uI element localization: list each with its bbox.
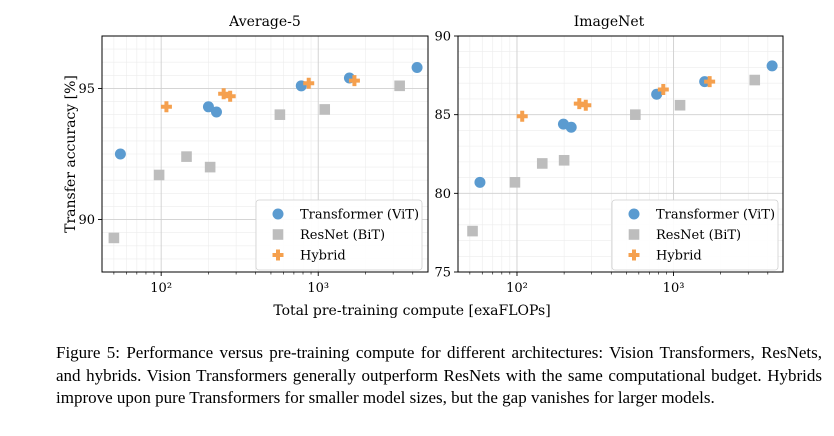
data-point <box>181 151 192 162</box>
legend-marker <box>272 229 284 240</box>
x-axis-label: Total pre-training compute [exaFLOPs] <box>273 303 550 319</box>
legend-marker <box>628 249 640 261</box>
y-tick-label: 75 <box>434 266 451 281</box>
data-point <box>348 75 360 87</box>
plot-imagenet: 10² 10³ 75 80 85 90 Transformer (ViT) ResNet (B… <box>434 30 784 296</box>
chart-title-imagenet: ImageNet <box>574 14 645 30</box>
x-tick-label: 10² <box>506 281 528 296</box>
legend: Transformer (ViT) ResNet (BiT) Hybrid <box>611 199 779 271</box>
data-point <box>160 101 172 113</box>
y-tick-label: 90 <box>434 30 451 45</box>
major-grid: 10² 10³ 90 95 <box>78 36 428 296</box>
data-point <box>749 74 761 86</box>
series-2 <box>516 76 716 122</box>
legend-box <box>255 199 423 271</box>
data-point <box>467 225 478 237</box>
plot-frame <box>457 35 784 273</box>
chart-title-average5: Average-5 <box>228 14 301 30</box>
legend-marker <box>628 208 640 220</box>
plot-frame <box>101 35 429 273</box>
data-point <box>224 90 236 102</box>
data-point <box>674 99 686 111</box>
legend-box <box>611 199 779 271</box>
legend-label: Hybrid <box>656 249 702 264</box>
legend: Transformer (ViT) ResNet (BiT) Hybrid <box>255 199 423 271</box>
data-point <box>558 154 570 166</box>
data-point <box>319 104 331 115</box>
data-point <box>509 177 521 188</box>
series-1 <box>467 74 761 237</box>
data-point <box>153 169 165 181</box>
legend-label: Hybrid <box>300 249 346 264</box>
legend-label: Transformer (ViT) <box>300 208 419 223</box>
data-point <box>630 109 641 120</box>
data-point <box>766 60 778 72</box>
y-tick-label: 80 <box>434 187 451 202</box>
y-axis-label: Transfer accuracy [%] <box>63 75 79 233</box>
data-point <box>108 232 120 244</box>
x-tick-label: 10³ <box>307 281 329 296</box>
data-point <box>204 161 216 173</box>
legend-marker <box>272 208 284 220</box>
series-1 <box>108 80 405 244</box>
legend-label: Transformer (ViT) <box>656 208 775 223</box>
data-point <box>218 88 230 100</box>
y-tick-label: 90 <box>78 213 95 228</box>
data-point <box>704 76 716 88</box>
figure-caption: Figure 5: Performance versus pre-trainin… <box>56 343 822 407</box>
x-tick-label: 10² <box>150 281 172 296</box>
data-point <box>657 83 669 95</box>
data-point <box>114 148 126 160</box>
data-point <box>274 109 286 120</box>
figure: Average-5 ImageNet Transfer accuracy [%]… <box>63 14 784 319</box>
series-2 <box>160 75 360 113</box>
data-point <box>202 101 214 113</box>
data-point <box>394 80 405 92</box>
legend-label: ResNet (BiT) <box>656 228 741 243</box>
legend-marker <box>272 249 284 261</box>
series-0 <box>474 60 778 188</box>
y-tick-label: 95 <box>78 82 95 97</box>
plot-average5: 10² 10³ 90 95 Transformer (ViT) ResNet (BiT) H… <box>78 35 429 296</box>
y-tick-label: 85 <box>434 108 451 123</box>
data-point <box>210 106 222 118</box>
data-point <box>474 176 486 188</box>
data-point <box>516 110 528 122</box>
data-point <box>536 158 548 169</box>
data-point <box>303 77 315 89</box>
data-point <box>411 61 423 73</box>
data-point <box>565 121 577 133</box>
legend-label: ResNet (BiT) <box>300 228 385 243</box>
data-point <box>573 98 585 110</box>
data-point <box>580 99 592 111</box>
x-tick-label: 10³ <box>663 281 685 296</box>
legend-marker <box>628 229 640 240</box>
